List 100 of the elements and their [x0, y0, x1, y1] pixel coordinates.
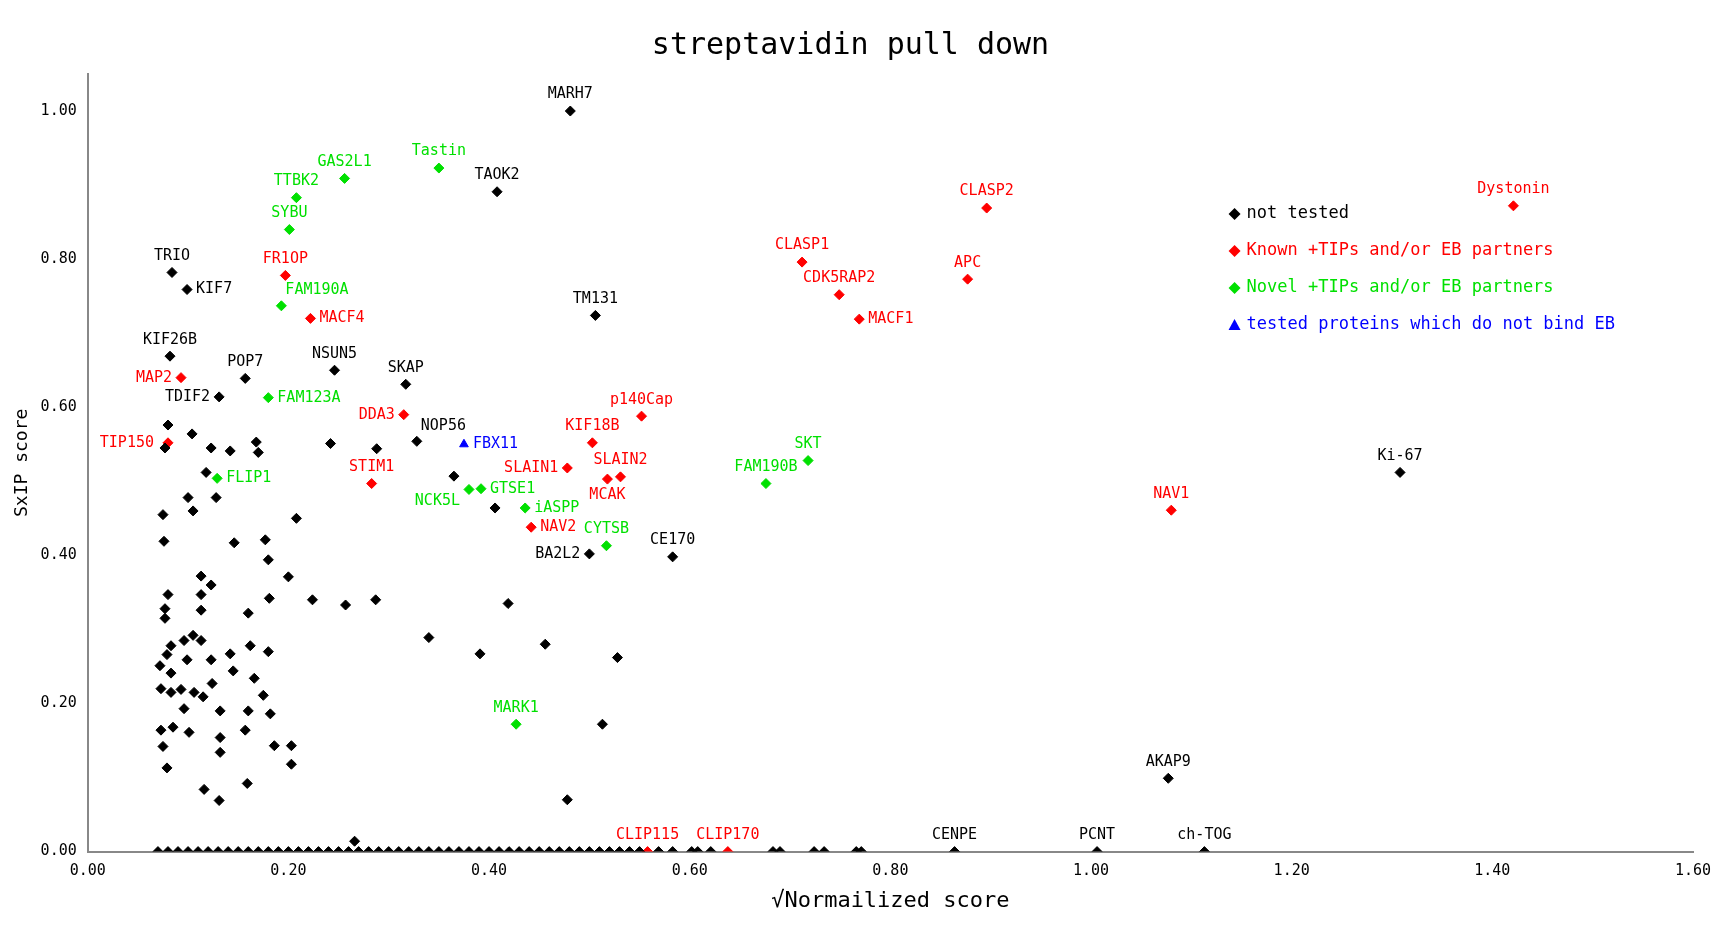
data-label: GAS2L1 — [317, 151, 372, 170]
point — [636, 410, 648, 422]
data-label: APC — [954, 252, 982, 271]
y-tick-label: 0.60 — [40, 397, 77, 416]
point — [1165, 504, 1177, 516]
data-label: SKAP — [387, 357, 424, 376]
point — [366, 478, 378, 490]
data-label: CLASP2 — [959, 181, 1014, 200]
data-label: FBX11 — [472, 434, 519, 453]
data-label: KIF18B — [565, 416, 620, 435]
data-label: CYTSB — [583, 519, 630, 538]
data-label: SKT — [794, 433, 822, 452]
legend-label: not tested — [1246, 202, 1349, 223]
data-label: SYBU — [271, 202, 308, 221]
point — [339, 172, 351, 184]
data-label: FR1OP — [262, 248, 308, 267]
data-label: iASPP — [534, 497, 580, 516]
point — [561, 462, 573, 474]
point — [962, 273, 974, 285]
point — [459, 438, 469, 448]
x-tick-label: 0.40 — [470, 861, 508, 880]
x-tick-label: 1.40 — [1474, 861, 1511, 880]
data-label: TTBK2 — [273, 171, 319, 190]
y-tick-label: 0.20 — [40, 693, 77, 712]
x-tick-label: 1.60 — [1674, 861, 1712, 880]
point — [510, 718, 522, 730]
legend-label: Novel +TIPs and/or EB partners — [1246, 276, 1554, 297]
data-label: p140Cap — [609, 389, 674, 408]
point — [283, 224, 295, 236]
point — [262, 392, 274, 404]
point — [475, 483, 487, 495]
y-tick-label: 1.00 — [40, 100, 77, 119]
point — [525, 521, 537, 533]
point — [211, 472, 223, 484]
data-label: FAM190B — [734, 456, 798, 475]
legend-label: tested proteins which do not bind EB — [1246, 313, 1616, 334]
data-label: TAOK2 — [474, 165, 520, 184]
data-label: PCNT — [1078, 824, 1116, 843]
data-label: SLAIN2 — [593, 450, 648, 469]
point — [833, 289, 845, 301]
data-label: STIM1 — [349, 456, 395, 475]
data-label: BA2L2 — [535, 543, 581, 562]
data-label: NCK5L — [414, 490, 460, 509]
point — [796, 256, 808, 268]
data-label: POP7 — [227, 351, 264, 370]
data-label: NAV1 — [1153, 483, 1190, 502]
data-label: MARK1 — [493, 697, 539, 716]
data-label: CLIP170 — [696, 824, 760, 843]
data-label: NOP56 — [420, 415, 466, 434]
point — [463, 483, 475, 495]
point — [398, 409, 410, 421]
x-tick-label: 1.20 — [1273, 861, 1310, 880]
data-label: FAM190A — [285, 280, 349, 299]
point — [433, 162, 445, 174]
point — [614, 471, 626, 483]
data-label: TM131 — [572, 288, 618, 307]
data-label: KIF26B — [142, 329, 198, 348]
x-tick-label: 0.00 — [69, 861, 106, 880]
chart-title: streptavidin pull down — [651, 25, 1050, 61]
data-label: TIP150 — [99, 432, 154, 451]
point — [175, 372, 187, 384]
legend-label: Known +TIPs and/or EB partners — [1246, 239, 1554, 260]
data-label: Tastin — [411, 141, 466, 160]
x-tick-label: 1.00 — [1072, 861, 1110, 880]
data-label: MACF4 — [319, 308, 365, 327]
y-tick-label: 0.00 — [40, 841, 77, 860]
data-label: SLAIN1 — [504, 457, 559, 476]
x-axis-title: √Normailized score — [771, 886, 1010, 912]
data-label: NAV2 — [540, 517, 577, 536]
point — [853, 313, 865, 325]
data-label: CE170 — [650, 530, 696, 549]
point — [586, 437, 598, 449]
point — [1507, 200, 1519, 212]
data-label: CLIP115 — [615, 824, 680, 843]
point — [600, 540, 612, 552]
data-label: MARH7 — [547, 84, 593, 103]
point — [304, 312, 316, 324]
point — [279, 269, 291, 281]
data-label: CDK5RAP2 — [803, 268, 876, 287]
data-label: FLIP1 — [226, 468, 272, 487]
data-label: MAP2 — [135, 367, 173, 386]
point — [275, 300, 287, 312]
data-label: ch-TOG — [1177, 824, 1232, 843]
data-label: TRIO — [153, 245, 191, 264]
point — [981, 202, 993, 214]
data-label: DDA3 — [358, 404, 395, 423]
data-label: AKAP9 — [1145, 751, 1191, 770]
point — [802, 455, 814, 467]
data-label: TDIF2 — [165, 386, 211, 405]
data-label: MCAK — [589, 485, 626, 504]
data-label: Dystonin — [1477, 179, 1550, 198]
x-tick-label: 0.20 — [270, 861, 307, 880]
data-label: NSUN5 — [311, 343, 358, 362]
point — [601, 473, 613, 485]
x-tick-label: 0.80 — [872, 861, 909, 880]
y-axis-title: SxIP score — [10, 408, 32, 517]
data-label: CENPE — [932, 824, 978, 843]
point — [760, 478, 772, 490]
data-label: CLASP1 — [774, 235, 830, 254]
data-label: Ki-67 — [1377, 445, 1423, 464]
